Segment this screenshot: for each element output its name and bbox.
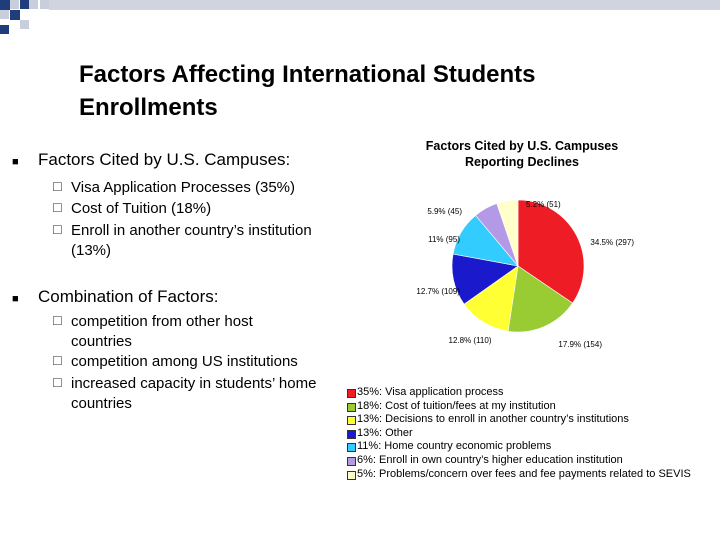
pie-chart: 34.5% (297) 17.9% (154) 12.8% (110) 12.7% (…	[416, 199, 634, 349]
bullet-list: ■ Factors Cited by U.S. Campuses: ☐ Visa…	[12, 150, 317, 412]
bullet-2-sub-1: competition from other host countries	[71, 313, 253, 350]
legend-label: 13%: Decisions to enroll in another coun…	[357, 413, 629, 426]
legend-item: 5%: Problems/concern over fees and fee p…	[343, 468, 720, 482]
square-bullet-icon: ■	[12, 156, 19, 168]
header-decoration	[0, 0, 720, 34]
slide-title-line1: Factors Affecting International Students	[79, 61, 536, 88]
bullet-1-sub-2: Cost of Tuition (18%)	[71, 200, 212, 217]
bullet-2-sub-3: increased capacity in students’ home cou…	[71, 375, 317, 412]
legend-swatch	[347, 470, 356, 480]
legend-label: 18%: Cost of tuition/fees at my institut…	[357, 399, 556, 412]
legend-label: 5%: Problems/concern over fees and fee p…	[357, 467, 691, 480]
chart-title-line2: Reporting Declines	[465, 155, 579, 169]
legend-swatch	[347, 429, 356, 439]
bullet-1-sub-1: Visa Application Processes (35%)	[71, 179, 296, 196]
legend-label: 35%: Visa application process	[357, 386, 504, 398]
slice-label: 12.8% (110)	[449, 336, 492, 345]
bullet-2-sub-2: competition among US institutions	[71, 353, 298, 370]
bullet-1-sub-3: Enroll in another country’s institution …	[71, 222, 312, 259]
legend-item: 18%: Cost of tuition/fees at my institut…	[343, 400, 720, 414]
checkbox-bullet-icon: ☐	[52, 223, 63, 237]
pie-slice	[507, 265, 574, 333]
legend-item: 13%: Decisions to enroll in another coun…	[343, 413, 720, 427]
chart-title: Factors Cited by U.S. Campuses Reporting…	[392, 138, 652, 170]
legend-label: 11%: Home country economic problems	[357, 440, 552, 453]
bullet-1-text: Factors Cited by U.S. Campuses:	[38, 150, 291, 169]
slice-label: 5.9% (45)	[427, 207, 462, 216]
pie-slice	[496, 199, 519, 267]
checkbox-bullet-icon: ☐	[52, 314, 63, 328]
slide-title-line2: Enrollments	[79, 94, 218, 121]
legend-swatch	[347, 402, 356, 412]
pie-slice	[517, 199, 585, 304]
legend-swatch	[347, 416, 356, 426]
chart-legend: 35%: Visa application process 18%: Cost o…	[343, 386, 720, 481]
legend-item: 6%: Enroll in own country’s higher educa…	[343, 454, 720, 468]
chart-title-line1: Factors Cited by U.S. Campuses	[425, 139, 619, 153]
bullet-2-text: Combination of Factors:	[38, 287, 219, 306]
checkbox-bullet-icon: ☐	[52, 376, 63, 390]
slice-label: 5.2% (51)	[526, 200, 561, 209]
legend-item: 11%: Home country economic problems	[343, 440, 720, 454]
slice-label: 17.9% (154)	[558, 340, 602, 349]
legend-swatch	[347, 389, 356, 398]
legend-label: 6%: Enroll in own country’s higher educa…	[357, 453, 623, 466]
square-bullet-icon: ■	[12, 293, 19, 305]
slice-label: 12.7% (109)	[416, 287, 460, 296]
slide-title: Factors Affecting International Students…	[79, 58, 679, 124]
legend-item: 13%: Other	[343, 427, 720, 441]
legend-label: 13%: Other	[357, 426, 413, 439]
slice-label: 11% (95)	[428, 235, 460, 244]
legend-swatch	[347, 456, 356, 466]
legend-swatch	[347, 443, 356, 453]
legend-item: 35%: Visa application process	[343, 386, 720, 400]
slice-label: 34.5% (297)	[590, 238, 634, 247]
checkbox-bullet-icon: ☐	[52, 354, 63, 368]
checkbox-bullet-icon: ☐	[52, 201, 63, 215]
checkbox-bullet-icon: ☐	[52, 180, 63, 194]
